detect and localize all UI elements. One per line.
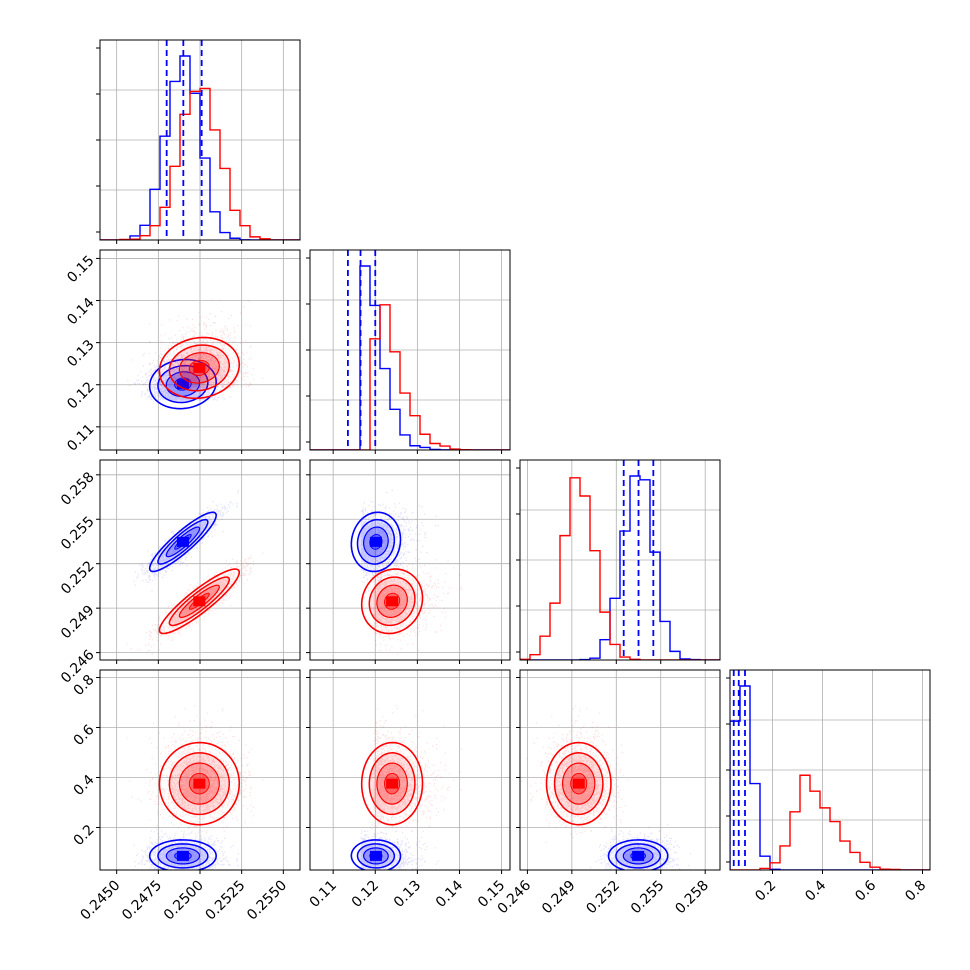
contour-series-1-level-3 [545, 741, 612, 826]
histogram-series-1 [100, 87, 300, 240]
panel-plot-area [100, 670, 300, 870]
peak-bin-series-1 [193, 596, 206, 607]
contour-series-1-level-3 [158, 568, 241, 635]
x-tick-label: 0.258 [672, 878, 712, 918]
panel-plot-area [100, 460, 300, 660]
peak-bin-series-1 [572, 778, 585, 789]
histogram-series-1 [520, 477, 720, 660]
panel-frame [309, 669, 511, 871]
histogram-series-1 [310, 304, 510, 450]
scatter-points-series-1 [373, 705, 463, 843]
y-tick-label: 0.249 [58, 602, 98, 642]
panel-plot-area [310, 460, 510, 660]
panel-r1-c1 [306, 249, 511, 454]
contour-series-1-level-3 [360, 741, 424, 826]
peak-bin-series-0 [632, 850, 645, 861]
panel-plot-area [310, 670, 510, 870]
contour-series-0-level-3 [350, 839, 402, 870]
panel-r3-c3: 0.2 0.4 0.6 0.8 [726, 669, 931, 905]
panel-r3-c2: 0.246 0.249 0.252 0.255 0.258 [495, 669, 721, 918]
y-tick-label: 0.12 [64, 379, 97, 412]
histogram-series-0 [520, 475, 720, 660]
peak-bin-series-1 [386, 596, 399, 607]
scatter-points-series-1 [373, 552, 463, 660]
y-tick-label: 0.14 [64, 295, 97, 328]
contour-series-1-level-3 [158, 741, 241, 826]
panel-frame [309, 459, 511, 661]
histogram-series-1 [730, 774, 930, 870]
scatter-points-series-1 [127, 299, 264, 388]
x-tick-label: 0.2550 [244, 878, 290, 924]
panel-r2-c1 [306, 459, 511, 664]
scatter-points-series-0 [589, 824, 692, 870]
panel-plot-area [520, 460, 720, 660]
scatter-points-series-0 [133, 322, 239, 401]
contour-series-0-level-3 [148, 358, 217, 410]
x-tick-label: 0.249 [539, 878, 579, 918]
panel-r3-c1: 0.11 0.12 0.13 0.14 0.15 [306, 669, 511, 911]
panel-plot-area [310, 250, 510, 450]
y-tick-label: 0.15 [64, 253, 97, 286]
panel-plot-area [100, 40, 300, 240]
x-tick-label: 0.12 [349, 878, 382, 911]
contour-series-1-level-3 [360, 568, 424, 635]
x-tick-label: 0.255 [628, 878, 668, 918]
x-tick-label: 0.13 [391, 878, 424, 911]
y-tick-label: 0.4 [71, 772, 98, 799]
peak-bin-series-1 [193, 778, 206, 789]
y-tick-label: 0.255 [58, 514, 98, 554]
x-tick-label: 0.11 [307, 878, 340, 911]
panel-r1-c0: 0.11 0.12 0.13 0.14 0.15 [64, 249, 301, 455]
x-tick-label: 0.252 [583, 878, 623, 918]
x-tick-label: 0.6 [852, 877, 879, 904]
x-tick-label: 0.2450 [78, 878, 124, 924]
panel-plot-area [520, 670, 720, 870]
y-tick-label: 0.6 [71, 722, 98, 749]
x-tick-label: 0.4 [802, 877, 829, 904]
x-tick-label: 0.8 [902, 878, 929, 905]
scatter-points-series-1 [127, 705, 264, 843]
peak-bin-series-0 [369, 536, 382, 547]
x-tick-label: 0.2525 [203, 878, 249, 924]
panel-plot-area [100, 250, 300, 450]
scatter-points-series-0 [133, 824, 239, 870]
peak-bin-series-1 [193, 362, 206, 373]
panel-frame [519, 669, 721, 871]
panel-r2-c2 [516, 459, 721, 664]
panel-r0-c0 [96, 39, 301, 244]
y-tick-label: 0.13 [64, 337, 97, 370]
contour-series-1-level-3 [158, 336, 241, 400]
panel-plot-area [730, 670, 930, 870]
panel-r3-c0: 0.20.40.60.80.24500.24750.25000.25250.25… [71, 669, 301, 924]
y-tick-label: 0.11 [64, 421, 97, 454]
y-tick-label: 0.2 [71, 822, 98, 849]
x-tick-label: 0.2 [752, 878, 779, 905]
peak-bin-series-0 [176, 850, 189, 861]
contour-series-0-level-3 [350, 511, 402, 573]
x-tick-label: 0.14 [433, 877, 466, 910]
contour-series-0-level-3 [148, 511, 217, 573]
peak-bin-series-0 [176, 536, 189, 547]
histogram-series-0 [310, 265, 510, 450]
peak-bin-series-0 [176, 379, 189, 390]
histogram-series-0 [730, 685, 930, 870]
y-tick-label: 0.258 [58, 469, 98, 509]
x-tick-label: 0.2475 [119, 878, 165, 924]
peak-bin-series-0 [369, 850, 382, 861]
x-tick-label: 0.2500 [161, 878, 207, 924]
y-tick-label: 0.252 [58, 558, 98, 598]
peak-bin-series-1 [386, 778, 399, 789]
